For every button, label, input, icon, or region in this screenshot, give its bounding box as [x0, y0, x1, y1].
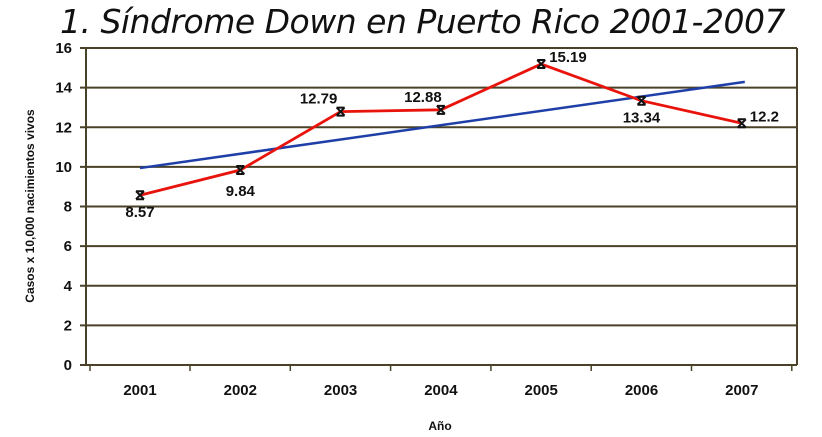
y-tick-label: 4 — [64, 278, 73, 295]
data-series — [135, 59, 747, 201]
y-tick-label: 8 — [64, 199, 72, 216]
data-label: 13.34 — [623, 110, 661, 127]
x-axis-label: Año — [428, 419, 451, 433]
data-label: 15.19 — [549, 49, 587, 66]
y-tick-labels: 0 2 4 6 8 10 12 14 16 — [55, 40, 72, 374]
gridlines — [80, 47, 798, 371]
data-labels: 8.57 9.84 12.79 12.88 15.19 13.34 12.2 — [125, 49, 779, 221]
x-tick-label: 2001 — [123, 382, 156, 399]
data-label: 12.79 — [300, 91, 338, 108]
data-point-marker — [335, 106, 346, 117]
x-tick-labels: 2001 2002 2003 2004 2005 2006 2007 — [123, 382, 758, 399]
data-point-marker — [636, 95, 647, 106]
data-point-marker — [436, 104, 446, 115]
y-tick-label: 2 — [64, 317, 72, 334]
x-tick-label: 2006 — [625, 382, 658, 399]
data-point-marker — [235, 165, 246, 176]
x-tick-label: 2004 — [424, 382, 458, 399]
y-tick-label: 14 — [55, 80, 72, 97]
y-tick-label: 6 — [64, 238, 72, 255]
x-tick-label: 2005 — [525, 382, 558, 399]
y-tick-label: 10 — [55, 159, 72, 176]
y-tick-label: 0 — [64, 357, 72, 374]
y-axis-label: Casos x 10,000 nacimientos vivos — [23, 109, 37, 303]
y-tick-label: 16 — [55, 40, 72, 57]
y-tick-label: 12 — [55, 119, 72, 136]
x-tick-label: 2003 — [324, 382, 357, 399]
data-point-marker — [135, 190, 145, 201]
series-line — [139, 62, 743, 197]
data-label: 12.2 — [750, 108, 779, 125]
data-label: 9.84 — [226, 183, 256, 200]
chart-title: 1. Síndrome Down en Puerto Rico 2001-200… — [60, 2, 785, 41]
x-tick-label: 2002 — [224, 382, 257, 399]
data-label: 12.88 — [404, 89, 442, 106]
data-label: 8.57 — [125, 204, 154, 221]
data-point-marker — [737, 118, 747, 129]
x-tick-label: 2007 — [725, 382, 758, 399]
data-point-marker — [536, 59, 546, 70]
